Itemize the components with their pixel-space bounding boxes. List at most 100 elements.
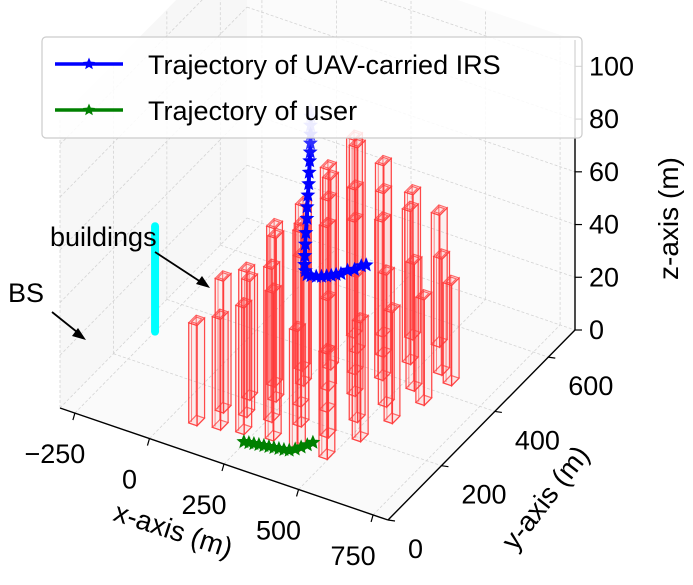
building-inner-top xyxy=(320,344,334,353)
y-tick-label: 400 xyxy=(515,425,560,455)
x-tick-mark xyxy=(72,412,76,421)
building-face xyxy=(391,303,401,426)
y-tick-mark xyxy=(494,410,502,414)
annotation-buildings: buildings xyxy=(50,222,157,252)
series-1 xyxy=(236,433,321,457)
y-tick-mark xyxy=(387,519,396,522)
data-point xyxy=(358,257,374,272)
z-tick-label: 40 xyxy=(589,210,619,240)
building-inner-top xyxy=(377,184,390,193)
data-point xyxy=(299,210,315,225)
building-inner-top xyxy=(213,310,227,319)
building-inner-top xyxy=(354,313,367,322)
building-inner-top xyxy=(351,138,364,147)
data-point xyxy=(300,187,316,202)
building-inner-top xyxy=(348,213,362,222)
building-inner-top xyxy=(291,322,304,331)
building-inner-top xyxy=(377,156,390,165)
gridline-x xyxy=(74,222,263,414)
building-face xyxy=(196,316,206,428)
building-inner-top xyxy=(376,213,389,222)
annotation-bs: BS xyxy=(8,278,44,308)
building-inner-top xyxy=(190,316,203,325)
gridline-x xyxy=(149,248,337,439)
y-tick-label: 200 xyxy=(461,480,506,510)
y-axis-line xyxy=(387,329,576,521)
building-inner-top xyxy=(216,271,230,281)
data-point xyxy=(305,434,321,449)
building-inner-top xyxy=(322,160,335,169)
building xyxy=(442,274,461,388)
building-inner-top xyxy=(237,298,250,307)
building xyxy=(351,311,370,444)
building xyxy=(288,320,307,455)
building-inner-top xyxy=(322,191,335,201)
legend-entry: Trajectory of UAV-carried IRS xyxy=(55,50,501,80)
data-point xyxy=(298,224,314,240)
building xyxy=(414,288,433,407)
series-layer xyxy=(151,102,374,457)
gridline-x xyxy=(372,324,561,516)
gridline-z xyxy=(246,164,576,278)
gridline-y xyxy=(113,353,442,467)
legend-label: Trajectory of UAV-carried IRS xyxy=(148,50,501,80)
y-tick-mark xyxy=(441,465,449,468)
data-point xyxy=(299,199,315,214)
building-inner-top xyxy=(417,290,430,299)
y-tick-label: 0 xyxy=(408,534,423,564)
x-tick-label: 250 xyxy=(181,490,226,520)
z-tick-label: 100 xyxy=(589,51,634,81)
z-axis-label: z-axis (m) xyxy=(653,157,684,280)
legend-marker xyxy=(82,57,96,70)
building-inner-top xyxy=(433,206,446,215)
x-tick-label: 0 xyxy=(122,465,137,495)
building-inner-top xyxy=(444,276,458,285)
building xyxy=(234,296,253,437)
building-face xyxy=(326,344,336,461)
data-point xyxy=(301,176,317,191)
building-inner-top xyxy=(404,202,417,211)
y-axis-label: y-axis (m) xyxy=(495,440,595,556)
x-tick-mark xyxy=(370,514,374,523)
building xyxy=(264,282,283,443)
gridline-z xyxy=(59,112,248,303)
building-inner-top xyxy=(268,219,281,228)
gridline-z xyxy=(59,217,248,409)
z-tick-label: 60 xyxy=(589,157,619,187)
series-0 xyxy=(297,102,374,283)
building-inner-top xyxy=(349,180,362,190)
building xyxy=(382,301,402,426)
building-inner-top xyxy=(265,260,278,269)
building-face xyxy=(243,299,253,437)
building-face xyxy=(450,276,460,388)
building-face xyxy=(297,322,306,455)
building-inner-top xyxy=(380,266,393,275)
x-tick-mark xyxy=(295,489,300,497)
annotation-arrowhead xyxy=(72,328,86,340)
gridline-z xyxy=(59,164,248,356)
building-face xyxy=(423,290,433,407)
data-point xyxy=(301,164,317,179)
building-inner-top xyxy=(269,229,282,238)
legend-label: Trajectory of user xyxy=(148,96,357,126)
y-tick-label: 600 xyxy=(568,371,613,401)
gridline-x xyxy=(298,299,486,490)
building-face xyxy=(220,310,229,432)
annotation-arrow xyxy=(154,251,208,287)
building xyxy=(404,253,423,393)
x-tick-mark xyxy=(221,463,225,472)
legend-box xyxy=(41,36,583,139)
y-tick-mark xyxy=(548,356,556,359)
building-inner-top xyxy=(240,263,253,272)
building xyxy=(211,308,230,432)
building-inner-top xyxy=(321,291,335,300)
legend-marker xyxy=(82,103,96,116)
gridline-x xyxy=(223,273,412,465)
building-inner-top xyxy=(435,249,448,259)
z-tick-label: 20 xyxy=(589,262,619,292)
x-tick-label: 500 xyxy=(256,515,301,545)
z-tick-label: 0 xyxy=(589,315,604,345)
